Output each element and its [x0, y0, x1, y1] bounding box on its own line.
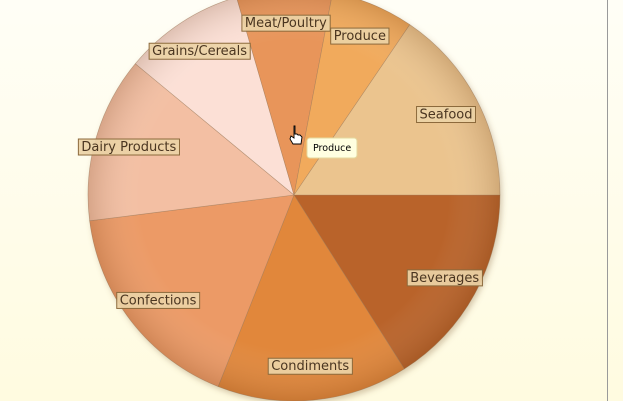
label-box [77, 138, 180, 156]
label-text: Meat/Poultry [245, 16, 327, 31]
slice-label: Grains/Cereals [148, 42, 251, 60]
label-text: Seafood [420, 108, 473, 123]
slice-label: Condiments [267, 357, 353, 375]
label-text: Dairy Products [81, 140, 176, 155]
pie [87, 0, 501, 401]
slice-label: Produce [330, 27, 390, 45]
tooltip: Produce [306, 137, 358, 159]
label-box [241, 14, 331, 32]
label-box [116, 291, 201, 309]
label-box [267, 357, 353, 375]
slice-label: Confections [116, 291, 201, 309]
slice-label: Seafood [416, 106, 476, 124]
label-text: Condiments [271, 359, 349, 374]
tooltip-text: Produce [313, 143, 351, 154]
tooltip-box [306, 137, 358, 159]
label-box [148, 42, 251, 60]
slice-label: Beverages [406, 269, 483, 287]
label-text: Beverages [410, 271, 479, 286]
label-box [406, 269, 483, 287]
label-text: Produce [334, 29, 386, 44]
label-text: Grains/Cereals [152, 44, 247, 59]
slice-label: Dairy Products [77, 138, 180, 156]
cursor [289, 125, 303, 145]
label-box [330, 27, 390, 45]
label-box [416, 106, 476, 124]
labels: Beverages Condiments Confections Dairy Prod… [77, 14, 483, 375]
label-text: Confections [120, 293, 197, 308]
slice-label: Meat/Poultry [241, 14, 331, 32]
